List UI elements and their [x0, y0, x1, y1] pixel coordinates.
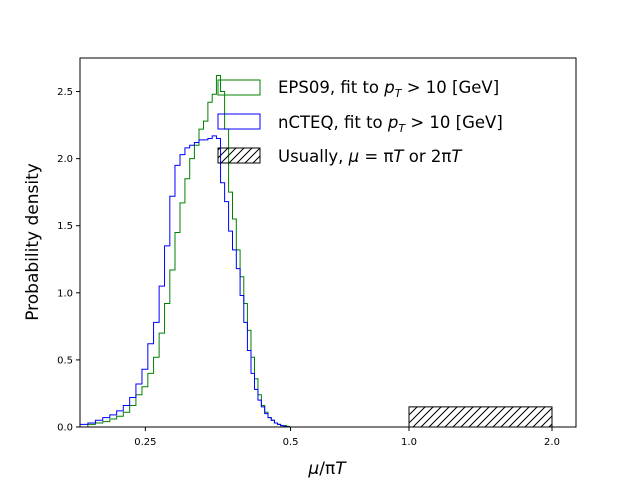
y-tick-label: 0.0 [57, 423, 73, 434]
usual-scale-band [408, 406, 553, 428]
x-tick-label: 0.5 [283, 437, 299, 448]
y-tick-label: 0.5 [57, 355, 73, 366]
legend-label-usual: Usually, μ = πT or 2πT [278, 147, 463, 166]
x-axis-ticks: 0.25 0.5 1.0 2.0 [134, 427, 560, 448]
legend-swatch-eps09 [217, 79, 261, 96]
y-tick-label: 2.5 [57, 87, 73, 98]
plot-frame [79, 57, 577, 428]
y-tick-label: 1.0 [57, 288, 73, 299]
x-tick-label: 1.0 [401, 437, 417, 448]
legend-swatch-ncteq [217, 113, 261, 130]
y-tick-label: 2.0 [57, 154, 73, 165]
legend-swatch-usual [217, 147, 261, 164]
y-tick-label: 1.5 [57, 221, 73, 232]
legend-label-ncteq: nCTEQ, fit to pT > 10 [GeV] [278, 113, 503, 135]
y-axis-label: Probability density [23, 163, 43, 321]
series-layer [79, 74, 293, 428]
eps09-histogram-line [80, 74, 293, 428]
x-tick-label: 0.25 [134, 437, 156, 448]
x-tick-label: 2.0 [544, 437, 560, 448]
legend: EPS09, fit to pT > 10 [GeV] nCTEQ, fit t… [217, 78, 503, 166]
y-axis-ticks: 0.0 0.5 1.0 1.5 2.0 2.5 [57, 87, 80, 434]
x-axis-label: μ/πT [307, 459, 347, 479]
ncteq-histogram-line [79, 135, 290, 428]
legend-label-eps09: EPS09, fit to pT > 10 [GeV] [278, 78, 499, 100]
plot-background [80, 58, 576, 427]
